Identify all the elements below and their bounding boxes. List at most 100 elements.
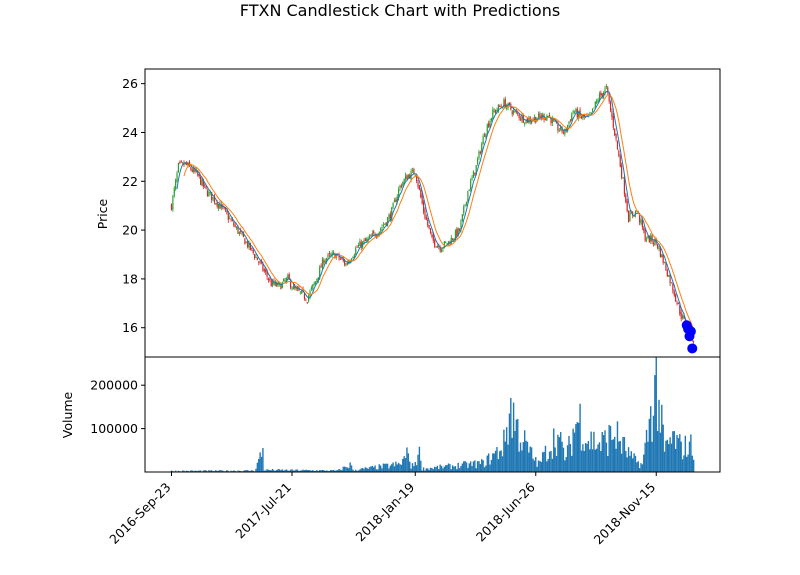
candle-body	[597, 99, 599, 101]
candle-body	[317, 277, 319, 281]
candle-body	[465, 201, 468, 205]
volume-bar	[659, 432, 662, 472]
volume-bar	[377, 469, 379, 472]
candle-body	[629, 213, 631, 222]
volume-bar	[562, 447, 565, 472]
volume-bar	[485, 465, 487, 472]
price-y-axis-label: Price	[95, 198, 110, 229]
volume-bar	[373, 467, 375, 472]
volume-bar	[576, 422, 579, 472]
candle-body	[292, 285, 294, 290]
volume-bar	[515, 419, 518, 472]
volume-bar	[348, 468, 350, 472]
volume-bar	[335, 470, 338, 472]
candle-body	[625, 194, 627, 203]
candle-body	[389, 213, 391, 220]
volume-bar	[406, 447, 408, 472]
volume-bar	[191, 470, 193, 472]
candle-body	[478, 151, 480, 159]
volume-bar	[681, 459, 684, 472]
candle-body	[392, 202, 394, 208]
candle-body	[259, 261, 261, 263]
candle-body	[456, 229, 458, 237]
volume-bar	[389, 465, 392, 472]
candle-body	[277, 282, 279, 286]
candle-body	[600, 92, 602, 96]
volume-bar	[177, 470, 180, 472]
volume-bar	[397, 462, 400, 472]
candle-body	[621, 164, 623, 178]
volume-bar	[410, 468, 412, 472]
candle-body	[177, 163, 180, 172]
volume-bar	[240, 470, 242, 472]
volume-bar	[536, 466, 538, 472]
candle-body	[645, 239, 648, 241]
candle-body	[476, 159, 479, 164]
volume-bar	[209, 470, 211, 472]
candle-body	[549, 114, 551, 117]
prediction-point	[687, 343, 698, 354]
candle-body	[683, 315, 685, 319]
price-y-tick-label: 24	[122, 125, 138, 140]
volume-bar	[497, 459, 500, 472]
candle-body	[590, 112, 592, 114]
volume-bar	[572, 428, 574, 472]
volume-bar	[277, 469, 279, 472]
candle-body	[170, 204, 173, 210]
candle-body	[464, 204, 466, 206]
candle-body	[240, 230, 242, 233]
volume-bar	[469, 461, 472, 472]
volume-bar	[514, 431, 516, 472]
volume-bar	[532, 458, 534, 472]
volume-bar	[388, 468, 390, 472]
candle-body	[533, 116, 535, 121]
candle-body	[381, 227, 383, 229]
candle-body	[673, 291, 675, 296]
volume-bar	[379, 465, 382, 472]
candle-body	[658, 247, 660, 250]
volume-bar	[409, 461, 411, 472]
volume-bar	[323, 469, 325, 472]
volume-bar	[528, 452, 530, 472]
candle-body	[403, 178, 405, 185]
volume-bar	[435, 467, 437, 472]
candle-body	[611, 111, 613, 118]
candle-body	[205, 186, 207, 189]
volume-bar	[481, 459, 483, 472]
candle-body	[417, 182, 419, 187]
volume-bar	[220, 470, 223, 472]
candle-body	[526, 117, 529, 123]
volume-bar	[446, 465, 448, 472]
volume-bar	[242, 470, 245, 472]
candle-body	[571, 113, 573, 121]
volume-bar	[264, 470, 267, 472]
volume-bar	[186, 470, 188, 472]
volume-bar	[375, 469, 378, 472]
candle-body	[427, 219, 429, 226]
candle-body	[425, 217, 427, 220]
candle-body	[270, 280, 272, 287]
candle-body	[654, 239, 656, 245]
candle-body	[575, 108, 577, 112]
candle-body	[334, 253, 336, 259]
volume-bar	[564, 460, 566, 472]
volume-bar	[566, 445, 569, 472]
candle-body	[211, 192, 213, 201]
candle-body	[557, 123, 559, 131]
volume-bar	[305, 469, 307, 472]
volume-bar	[658, 399, 660, 472]
candle-body	[367, 238, 369, 241]
volume-bar	[602, 435, 605, 472]
volume-bar	[672, 431, 674, 472]
candle-body	[659, 246, 662, 258]
volume-bar	[436, 465, 439, 472]
volume-bar	[449, 464, 451, 472]
volume-bar	[507, 444, 509, 472]
candle-body	[416, 175, 418, 182]
candle-body	[591, 108, 594, 112]
volume-bar	[270, 470, 272, 472]
volume-bar	[598, 442, 601, 472]
volume-bar	[371, 465, 374, 472]
volume-bar	[490, 459, 493, 472]
volume-bar	[499, 451, 501, 472]
